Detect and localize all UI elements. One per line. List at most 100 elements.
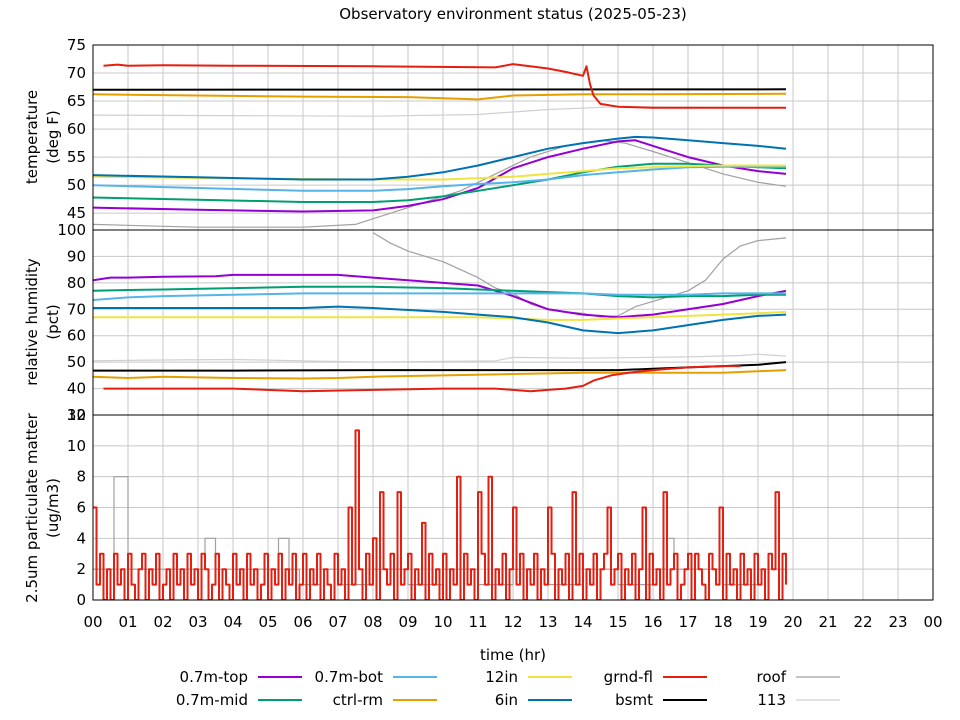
particulate-ytick-label: 12: [67, 406, 86, 424]
x-tick-label: 18: [713, 613, 732, 631]
x-tick-label: 17: [678, 613, 697, 631]
particulate-frame: [92, 414, 934, 601]
humidity-ytick-label: 100: [57, 221, 86, 239]
humidity-series-bot: [93, 292, 786, 301]
x-tick-label: 02: [153, 613, 172, 631]
humidity-series-r113: [93, 353, 787, 363]
particulate-ytick-label: 8: [76, 468, 86, 486]
legend-label-in6: 6in: [495, 691, 518, 709]
particulate-ylabel-line2: (ug/m3): [44, 478, 62, 538]
legend-item-bot: 0.7m-bot: [315, 668, 437, 686]
x-tick-label: 08: [363, 613, 382, 631]
temperature-ytick-label: 70: [67, 64, 86, 82]
x-tick-label: 21: [818, 613, 837, 631]
temperature-ytick-label: 65: [67, 92, 86, 110]
temperature-series-ctrl: [93, 92, 787, 101]
humidity-ytick-label: 70: [67, 300, 86, 318]
x-tick-label: 13: [538, 613, 557, 631]
x-tick-label: 00: [923, 613, 942, 631]
temperature-ylabel-line1: temperature: [23, 90, 41, 184]
particulate-ytick-label: 6: [76, 499, 86, 517]
chart-title: Observatory environment status (2025-05-…: [339, 5, 687, 23]
humidity-series-mid: [93, 285, 786, 299]
legend-item-ctrl: ctrl-rm: [333, 691, 437, 709]
x-tick-label: 11: [468, 613, 487, 631]
humidity-series-in6: [93, 305, 787, 335]
x-tick-label: 23: [888, 613, 907, 631]
humidity-ytick-label: 30: [67, 406, 86, 424]
humidity-ytick-label: 40: [67, 380, 86, 398]
temperature-series-top: [93, 139, 787, 213]
legend-item-roof: roof: [757, 668, 840, 686]
temperature-series-grnd: [103, 63, 786, 109]
legend-item-bsmt: bsmt: [615, 691, 707, 709]
legend-label-bot: 0.7m-bot: [315, 668, 384, 686]
humidity-ylabel-line1: relative humidity: [23, 258, 41, 386]
x-axis-ticks: 00 01 02 03 04 05 06 07 08 09 10 11 12 13 14 15 16 17 18 19…: [83, 613, 942, 631]
x-tick-label: 14: [573, 613, 592, 631]
x-tick-label: 15: [608, 613, 627, 631]
particulate-ytick-label: 2: [76, 560, 86, 578]
particulate-panel: 0 2 4 6 8 10 12 2.5um particulate matter (ug/m…: [23, 406, 934, 609]
temperature-ytick-label: 60: [67, 120, 86, 138]
x-tick-label: 10: [433, 613, 452, 631]
legend-item-grnd: grnd-fl: [604, 668, 707, 686]
legend: 0.7m-top 0.7m-mid 0.7m-bot ctrl-rm 12in 6in gr…: [176, 668, 840, 709]
x-tick-label: 20: [783, 613, 802, 631]
particulate-series-grnd: [93, 429, 787, 600]
legend-label-ctrl: ctrl-rm: [333, 691, 383, 709]
legend-label-mid: 0.7m-mid: [176, 691, 248, 709]
humidity-series-bsmt: [93, 361, 787, 372]
humidity-ytick-label: 50: [67, 353, 86, 371]
humidity-series-ctrl: [93, 369, 787, 380]
legend-item-r113: 113: [757, 691, 840, 709]
particulate-ytick-label: 10: [67, 437, 86, 455]
humidity-ytick-label: 80: [67, 274, 86, 292]
x-axis-label: time (hr): [480, 646, 546, 664]
x-tick-label: 04: [223, 613, 242, 631]
legend-item-mid: 0.7m-mid: [176, 691, 302, 709]
x-tick-label: 12: [503, 613, 522, 631]
particulate-ytick-label: 4: [76, 529, 86, 547]
legend-label-in12: 12in: [485, 668, 518, 686]
particulate-ylabel-line1: 2.5um particulate matter: [23, 412, 41, 602]
x-tick-label: 22: [853, 613, 872, 631]
temperature-series-in6: [93, 135, 787, 181]
x-tick-label: 01: [118, 613, 137, 631]
x-tick-label: 05: [258, 613, 277, 631]
temperature-ytick-label: 55: [67, 148, 86, 166]
humidity-ytick-label: 60: [67, 327, 86, 345]
legend-label-top: 0.7m-top: [180, 668, 248, 686]
humidity-series-top: [93, 273, 787, 319]
x-tick-label: 19: [748, 613, 767, 631]
legend-label-roof: roof: [757, 668, 787, 686]
temperature-series-roof: [93, 139, 787, 228]
humidity-series-grnd: [103, 365, 741, 393]
temperature-series-bsmt: [93, 88, 787, 91]
x-tick-label: 16: [643, 613, 662, 631]
temperature-panel: 45 50 55 60 65 70 75 temperature (deg F): [23, 36, 934, 231]
x-tick-label: 03: [188, 613, 207, 631]
legend-label-grnd: grnd-fl: [604, 668, 653, 686]
x-tick-label: 07: [328, 613, 347, 631]
legend-label-bsmt: bsmt: [615, 691, 653, 709]
temperature-ylabel-line2: (deg F): [44, 110, 62, 163]
x-tick-label: 06: [293, 613, 312, 631]
temperature-ytick-label: 45: [67, 204, 86, 222]
humidity-ytick-label: 90: [67, 247, 86, 265]
temperature-ytick-label: 50: [67, 176, 86, 194]
legend-item-top: 0.7m-top: [180, 668, 302, 686]
particulate-ytick-label: 0: [76, 591, 86, 609]
humidity-panel: 30 40 50 60 70 80 90 100 relative humidity (pct…: [23, 221, 934, 424]
temperature-series-bot: [93, 165, 786, 192]
humidity-ylabel-line2: (pct): [44, 304, 62, 339]
temperature-series-mid: [93, 162, 787, 203]
legend-item-in6: 6in: [495, 691, 572, 709]
x-tick-label: 09: [398, 613, 417, 631]
x-tick-label: 00: [83, 613, 102, 631]
temperature-ytick-label: 75: [67, 36, 86, 54]
legend-label-r113: 113: [757, 691, 786, 709]
humidity-series-in12: [93, 310, 787, 321]
legend-item-in12: 12in: [485, 668, 572, 686]
